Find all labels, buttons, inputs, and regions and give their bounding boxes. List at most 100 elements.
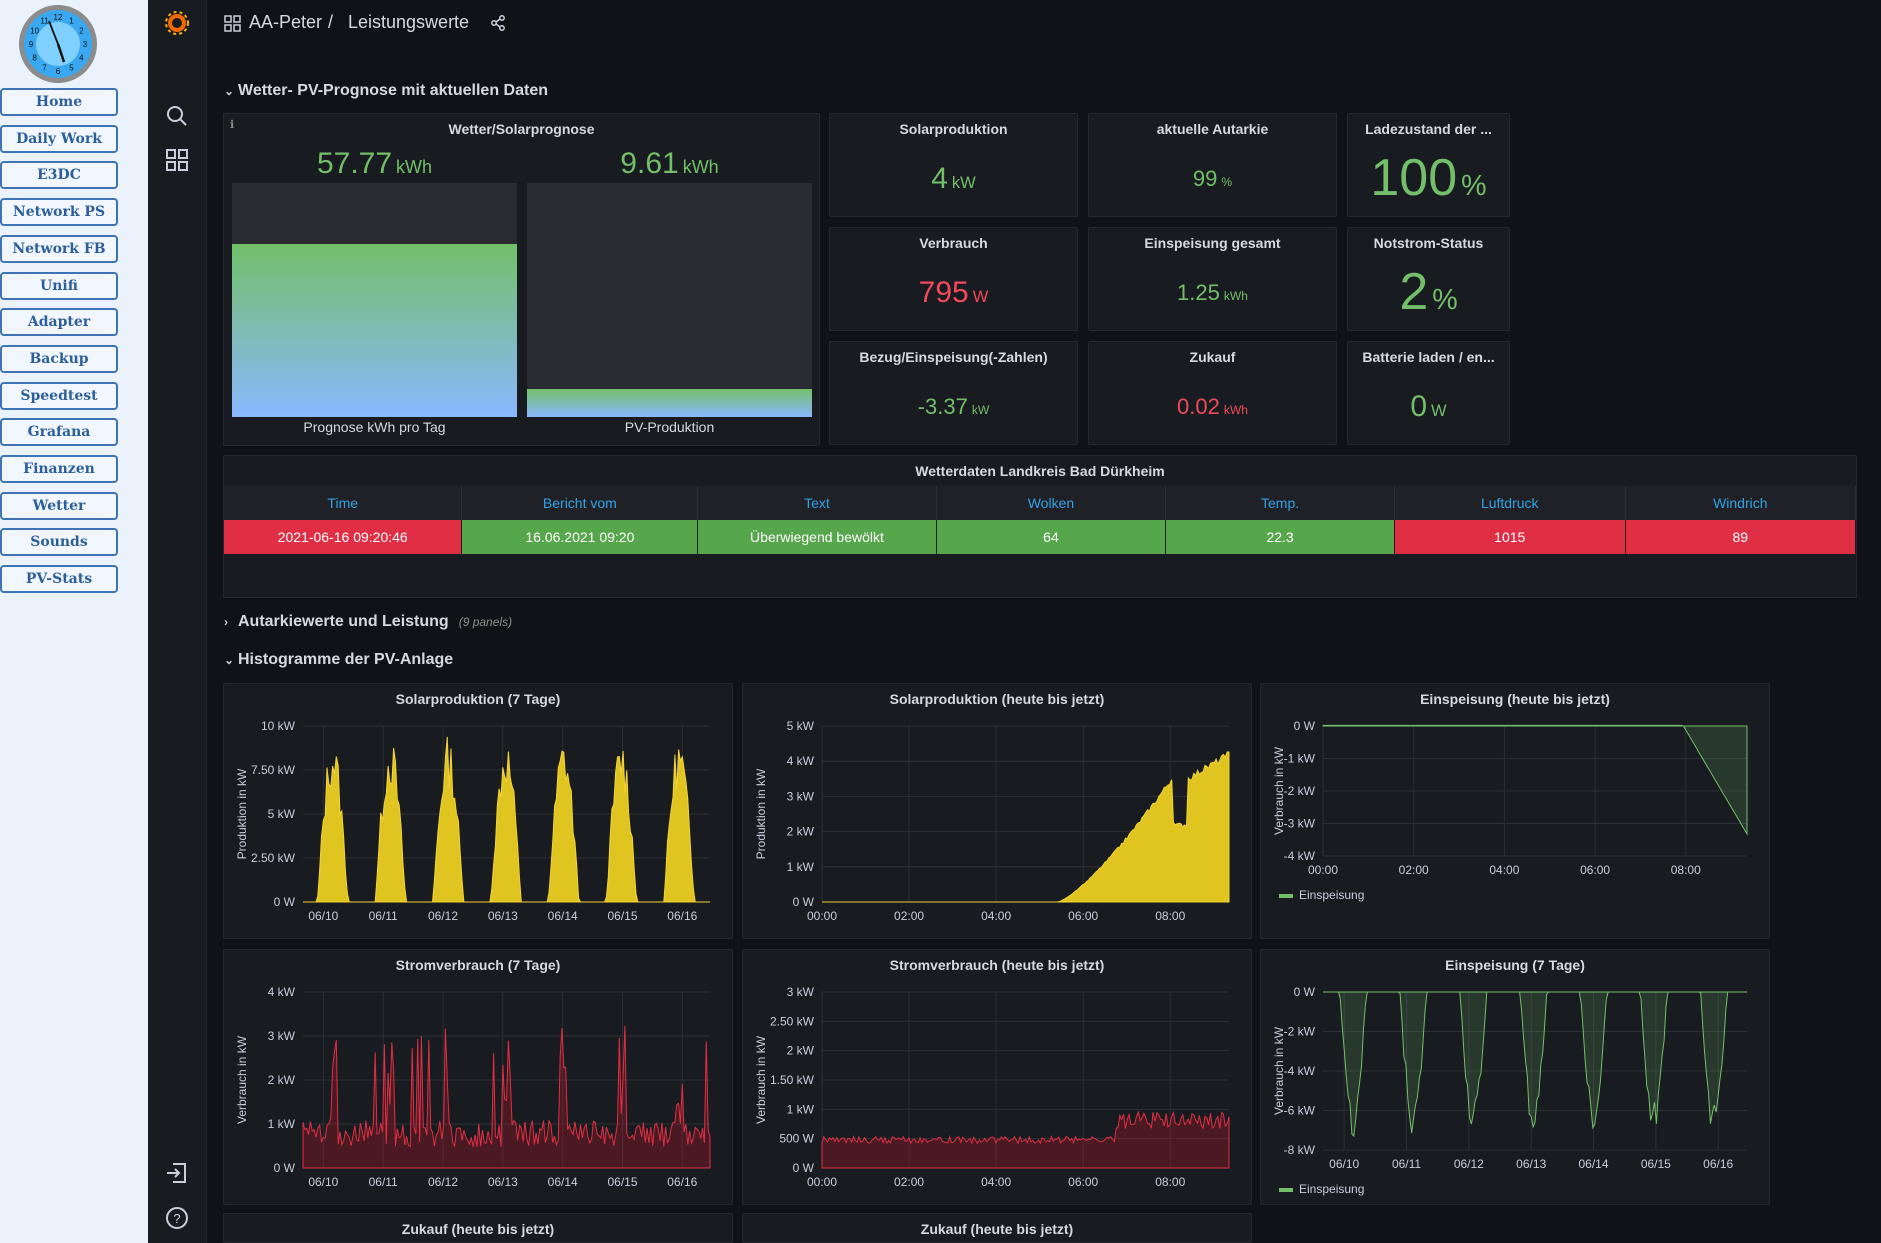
nav-button-unifi[interactable]: Unifi [0,271,118,300]
nav-button-sounds[interactable]: Sounds [0,528,118,557]
value: 4 [931,162,948,195]
row-weather-title: Wetter- PV-Prognose mit aktuellen Daten [238,82,548,99]
nav-button-pv-stats[interactable]: PV-Stats [0,565,118,594]
stat-value: 795 W [830,276,1077,310]
series-area [821,1110,1230,1169]
sign-out-icon[interactable] [164,1160,190,1186]
x-tick-label: 06/11 [369,1175,398,1189]
chart-panel-3[interactable]: Einspeisung (heute bis jetzt) Verbrauch i… [1260,683,1770,939]
breadcrumb-folder[interactable]: AA-Peter [249,12,323,32]
nav-button-speedtest[interactable]: Speedtest [0,381,118,410]
nav-button-wetter[interactable]: Wetter [0,491,118,520]
stat-panel-1[interactable]: Solarproduktion 4 kW [829,113,1078,217]
legend-label: Einspeisung [1299,1182,1365,1196]
panel-title: Stromverbrauch (7 Tage) [395,957,561,973]
value: 1.25 [1176,280,1220,305]
share-icon[interactable] [490,15,506,31]
legend[interactable]: Einspeisung [1279,888,1364,902]
stat-panel-4[interactable]: Verbrauch 795 W [829,227,1078,331]
row-autarky-header[interactable]: › Autarkiewerte und Leistung (9 panels) [224,613,513,630]
stat-panel-5[interactable]: Einspeisung gesamt 1.25 kWh [1088,227,1337,331]
nav-button-adapter[interactable]: Adapter [0,308,118,337]
column-header[interactable]: Windrich [1625,486,1856,520]
y-tick-label: 7.50 kW [251,763,296,777]
y-axis-label: Produktion in kW [754,768,768,859]
column-header[interactable]: Luftdruck [1394,486,1626,520]
row-histo-header[interactable]: ⌄ Histogramme der PV-Anlage [224,651,454,668]
x-tick-label: 06/16 [667,1175,697,1189]
panel-title: Solarproduktion (7 Tage) [395,691,561,707]
x-tick-label: 06/10 [308,909,338,923]
stat-panel-9[interactable]: Batterie laden / en... 0 W [1347,341,1510,445]
forecast-panel[interactable]: ℹ Wetter/Solarprognose 57.77 kWh 9.61 kWh … [223,113,820,446]
breadcrumb-dashboard[interactable]: Leistungswerte [348,12,470,32]
help-icon[interactable]: ? [164,1205,190,1231]
chart-panel-1[interactable]: Solarproduktion (7 Tage) Produktion in kW… [223,683,733,939]
nav-button-e3dc[interactable]: E3DC [0,161,118,190]
y-tick-label: -1 kW [1284,752,1316,766]
nav-button-grafana[interactable]: Grafana [0,418,118,447]
y-tick-label: 3 kW [787,985,815,999]
chart-panel-4[interactable]: Stromverbrauch (7 Tage) Verbrauch in kW 4 … [223,949,733,1205]
dashboards-icon[interactable] [164,147,190,173]
x-tick-label: 06/11 [369,909,398,923]
chart-panel-5[interactable]: Stromverbrauch (heute bis jetzt) Verbrauc… [742,949,1252,1205]
y-tick-label: -2 kW [1284,784,1316,798]
y-tick-label: 0 W [793,1161,815,1175]
x-tick-label: 06/14 [548,909,578,923]
stat-panel-8[interactable]: Zukauf 0.02 kWh [1088,341,1337,445]
panel-title: Stromverbrauch (heute bis jetzt) [889,957,1105,973]
column-header[interactable]: Text [697,486,937,520]
x-tick-label: 00:00 [807,1175,837,1189]
row-histo-title: Histogramme der PV-Anlage [238,651,454,668]
search-icon[interactable] [164,103,190,129]
legend[interactable]: Einspeisung [1279,1182,1364,1196]
stat-panel-7[interactable]: Bezug/Einspeisung(-Zahlen) -3.37 kW [829,341,1078,445]
y-tick-label: 4 kW [787,754,815,768]
column-header[interactable]: Temp. [1165,486,1395,520]
nav-button-finanzen[interactable]: Finanzen [0,455,118,483]
nav-button-home[interactable]: Home [0,88,118,116]
x-tick-label: 06:00 [1068,909,1098,923]
value: 9.61 [620,147,679,180]
clock-minute-hand [48,20,59,45]
chart-panel-8[interactable]: Zukauf (heute bis jetzt) [742,1213,1252,1243]
column-header[interactable]: Bericht vom [461,486,699,520]
nav-button-network-fb[interactable]: Network FB [0,234,118,263]
x-tick-label: 08:00 [1155,909,1185,923]
x-tick-label: 04:00 [981,1175,1011,1189]
series-area [822,751,1230,903]
chart-panel-2[interactable]: Solarproduktion (heute bis jetzt) Produkt… [742,683,1252,939]
nav-button-daily-work[interactable]: Daily Work [0,124,118,153]
stat-panel-2[interactable]: aktuelle Autarkie 99% [1088,113,1337,217]
clock-number: 3 [83,40,88,49]
y-tick-label: 500 W [779,1132,814,1146]
x-tick-label: 06:00 [1580,863,1610,877]
svg-text:?: ? [173,1211,180,1226]
panel-title: Notstrom-Status [1373,235,1484,251]
stat-panel-6[interactable]: Notstrom-Status 2% [1347,227,1510,331]
table-cell: 64 [936,520,1167,554]
chart-plot: Produktion in kW5 kW4 kW3 kW2 kW1 kW0 W0… [754,719,1230,923]
x-tick-label: 06/14 [548,1175,578,1189]
grafana-logo-icon[interactable] [164,10,190,36]
chart-panel-6[interactable]: Einspeisung (7 Tage) Verbrauch in kW 0 W -2… [1260,949,1770,1205]
stat-panel-3[interactable]: Ladezustand der ... 100% [1347,113,1510,217]
unit: kW [951,174,976,192]
forecast-gauge-label: Prognose kWh pro Tag [303,419,446,435]
panel-title: Solarproduktion (heute bis jetzt) [889,691,1105,707]
column-header[interactable]: Wolken [936,486,1167,520]
pv-bar-gauge [527,183,812,417]
chart-panel-7[interactable]: Zukauf (heute bis jetzt) [223,1213,733,1243]
stat-value: 1.25 kWh [1089,280,1336,306]
row-weather-header[interactable]: ⌄ Wetter- PV-Prognose mit aktuellen Daten [224,82,548,99]
info-icon[interactable]: ℹ [230,119,235,131]
y-tick-label: 1.50 kW [770,1073,815,1087]
series-area [303,736,710,903]
nav-button-backup[interactable]: Backup [0,344,118,373]
nav-button-network-ps[interactable]: Network PS [0,198,118,227]
y-tick-label: 0 W [1294,719,1316,733]
column-header[interactable]: Time [224,486,463,520]
